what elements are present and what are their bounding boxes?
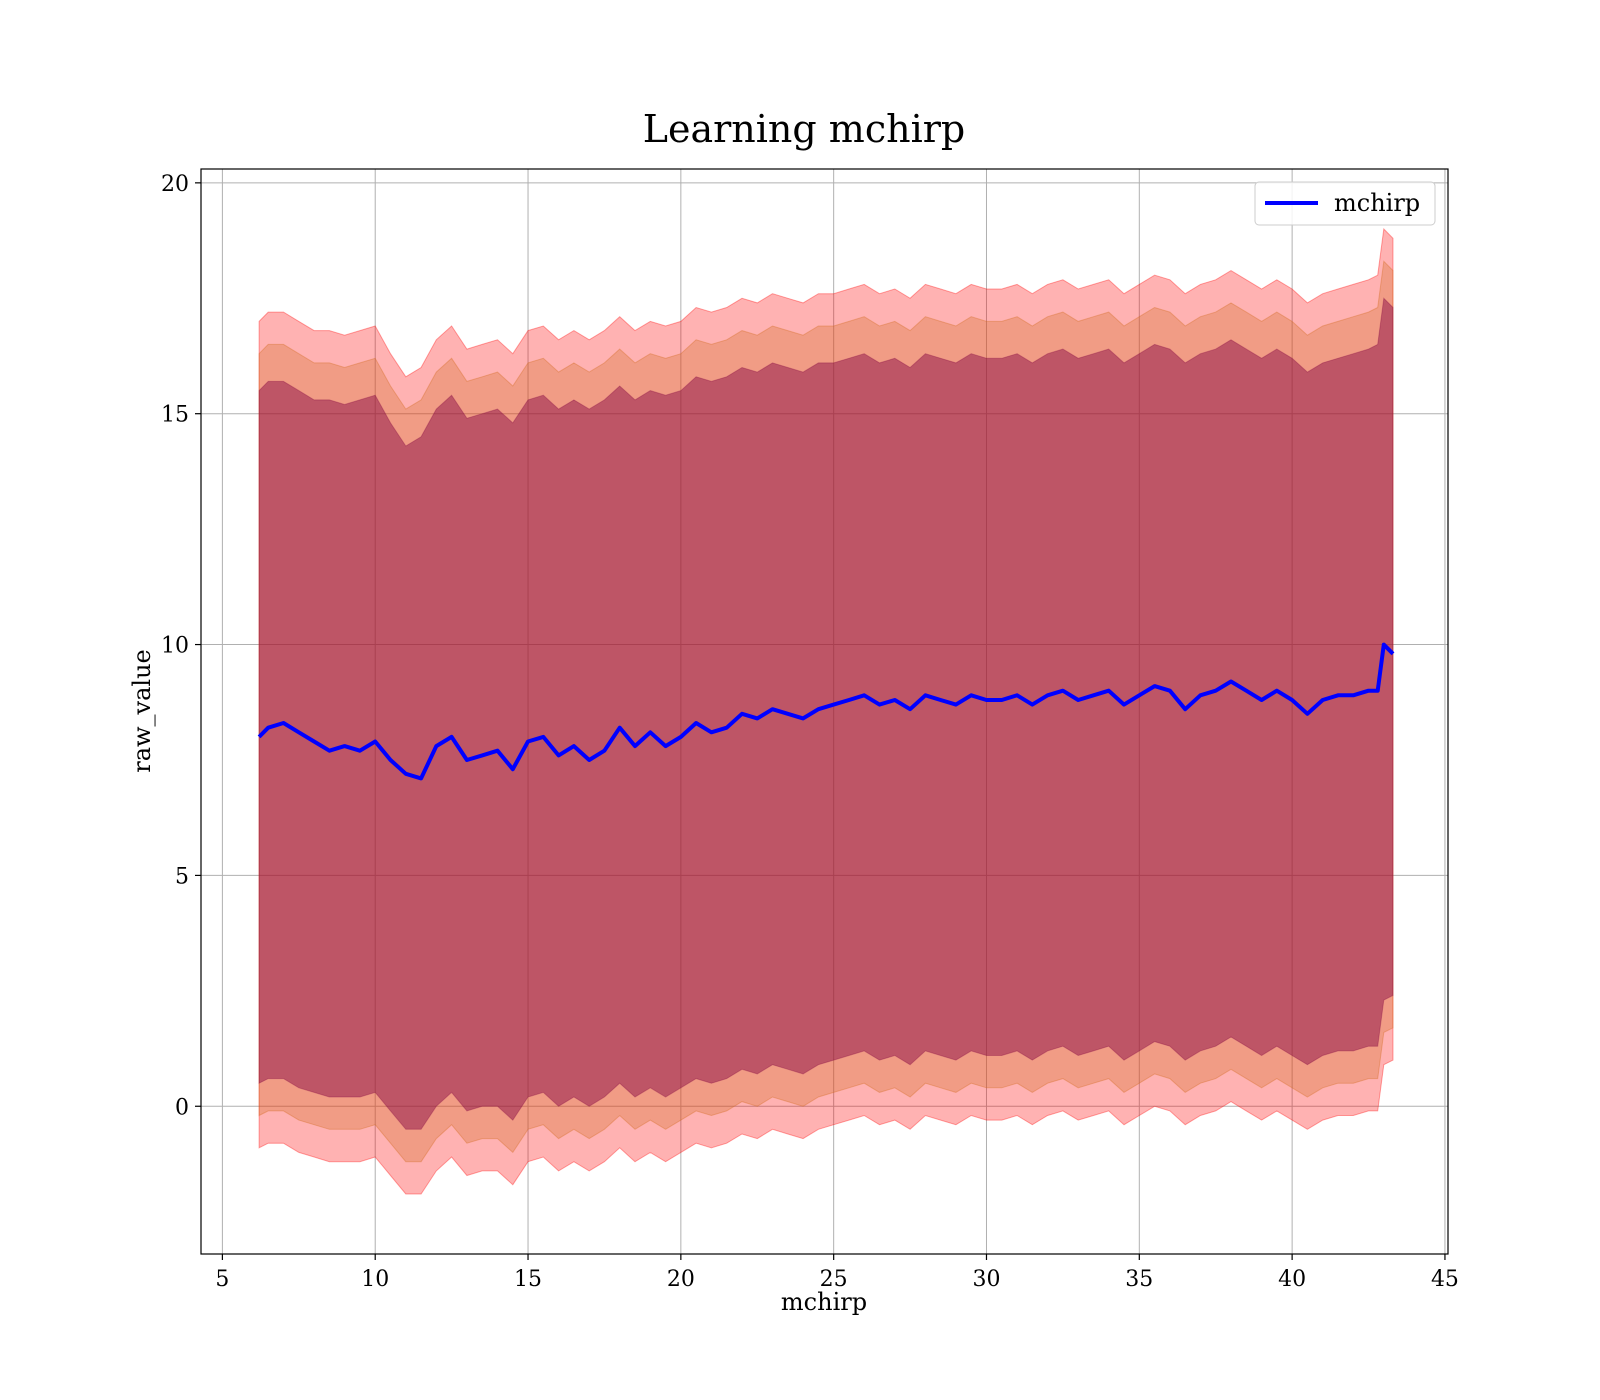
legend-box — [1254, 181, 1436, 226]
chart-title: Learning mchirp — [643, 107, 965, 151]
x-tick-label: 5 — [215, 1267, 229, 1292]
grid — [201, 169, 1448, 1254]
y-axis-ticks: 0 5 10 15 20 — [161, 172, 201, 1120]
y-tick-label: 0 — [175, 1095, 189, 1120]
legend-entry-mchirp: mchirp — [1334, 189, 1420, 217]
y-axis-label: raw_value — [128, 649, 156, 773]
band-middle — [258, 260, 1394, 1163]
series-lines — [257, 642, 1395, 781]
x-axis-ticks: 5 10 15 20 25 30 35 40 45 — [215, 1254, 1459, 1292]
x-tick-label: 25 — [820, 1267, 848, 1292]
y-tick-label: 10 — [161, 634, 189, 659]
x-axis-label: mchirp — [781, 1288, 867, 1316]
y-tick-label: 20 — [161, 172, 189, 197]
x-tick-label: 10 — [361, 1267, 389, 1292]
y-tick-label: 5 — [175, 864, 189, 889]
x-tick-label: 15 — [514, 1267, 542, 1292]
x-tick-label: 40 — [1278, 1267, 1306, 1292]
legend: mchirp — [1254, 181, 1436, 226]
x-tick-label: 35 — [1125, 1267, 1153, 1292]
confidence-bands — [258, 227, 1394, 1195]
plot-frame — [200, 168, 1449, 1255]
y-tick-label: 15 — [161, 403, 189, 428]
x-tick-label: 30 — [972, 1267, 1000, 1292]
band-outer — [258, 227, 1394, 1195]
x-tick-label: 20 — [667, 1267, 695, 1292]
series-line-mchirp — [257, 642, 1395, 781]
band-inner — [258, 297, 1394, 1130]
x-tick-label: 45 — [1431, 1267, 1459, 1292]
